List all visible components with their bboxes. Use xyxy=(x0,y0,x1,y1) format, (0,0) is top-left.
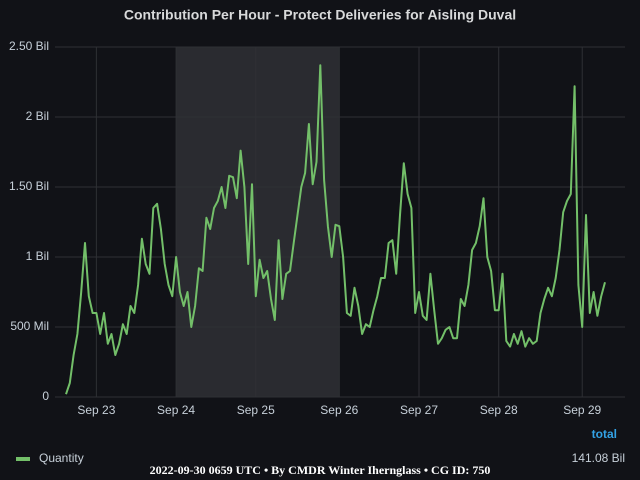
y-tick-label: 1 Bil xyxy=(26,249,49,263)
time-region xyxy=(176,47,340,397)
x-tick-label: Sep 26 xyxy=(320,403,358,417)
y-tick-label: 1.50 Bil xyxy=(9,179,49,193)
chart-title: Contribution Per Hour - Protect Deliveri… xyxy=(124,7,516,23)
y-tick-label: 2 Bil xyxy=(26,109,49,123)
legend-total-header: total xyxy=(592,427,617,441)
x-tick-label: Sep 27 xyxy=(400,403,438,417)
x-tick-label: Sep 28 xyxy=(480,403,518,417)
footer: 2022-09-30 0659 UTC • By CMDR Winter Ihe… xyxy=(150,463,491,477)
x-tick-label: Sep 29 xyxy=(563,403,601,417)
y-tick-label: 2.50 Bil xyxy=(9,39,49,53)
legend-total-value: 141.08 Bil xyxy=(572,451,625,465)
x-tick-label: Sep 25 xyxy=(237,403,275,417)
y-tick-label: 500 Mil xyxy=(10,319,49,333)
x-tick-label: Sep 24 xyxy=(157,403,195,417)
legend-label: Quantity xyxy=(39,451,84,465)
x-tick-label: Sep 23 xyxy=(77,403,115,417)
data-line xyxy=(65,64,606,395)
y-tick-label: 0 xyxy=(42,389,49,403)
